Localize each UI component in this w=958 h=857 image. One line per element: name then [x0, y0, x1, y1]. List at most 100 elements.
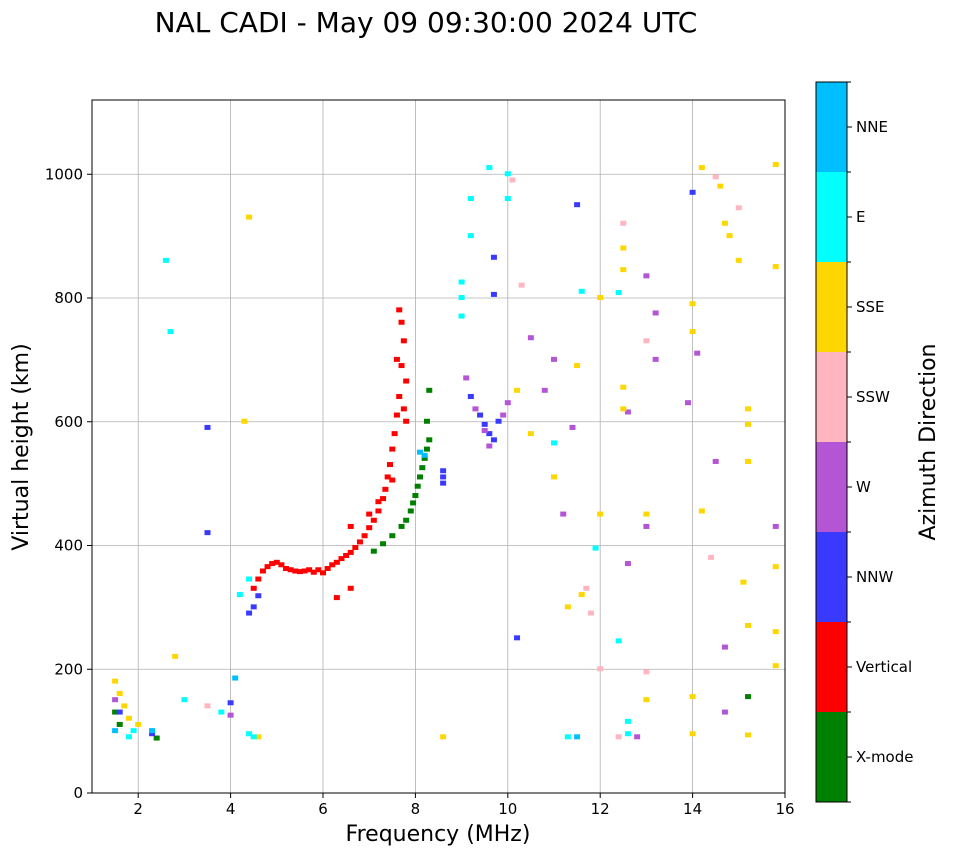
data-point-nne: [421, 452, 428, 458]
data-point-w: [652, 356, 659, 362]
data-point-e: [615, 638, 622, 644]
data-point-e: [458, 313, 465, 319]
data-point-x-mode: [370, 548, 377, 554]
data-point-vertical: [391, 431, 398, 437]
data-point-nnw: [440, 480, 447, 486]
data-point-w: [634, 734, 641, 740]
colorbar-frame: [815, 81, 848, 803]
data-point-vertical: [352, 544, 359, 550]
data-point-e: [125, 734, 132, 740]
data-point-x-mode: [426, 387, 433, 393]
data-point-w: [472, 406, 479, 412]
data-point-vertical: [338, 556, 345, 562]
data-point-x-mode: [412, 493, 419, 498]
colorbar-segment: [816, 172, 847, 262]
grid: [92, 100, 786, 794]
data-marks: [112, 161, 779, 741]
data-point-sse: [112, 678, 119, 684]
data-point-sse: [772, 564, 779, 570]
data-point-sse: [620, 384, 627, 390]
data-point-x-mode: [407, 508, 414, 514]
data-point-e: [504, 196, 511, 201]
data-point-nnw: [514, 635, 521, 641]
plot-frame: [91, 99, 786, 794]
y-tick-label: 400: [54, 537, 83, 555]
data-point-vertical: [386, 462, 393, 468]
data-point-ssw: [615, 734, 622, 740]
data-point-x-mode: [745, 694, 752, 700]
x-tick-label: 6: [318, 800, 328, 818]
data-point-sse: [735, 257, 742, 263]
data-point-sse: [772, 663, 779, 669]
data-point-e: [467, 196, 474, 201]
data-point-vertical: [384, 474, 391, 480]
data-point-nnw: [440, 474, 447, 480]
data-point-sse: [597, 511, 604, 517]
data-point-x-mode: [419, 465, 426, 471]
data-point-w: [500, 412, 507, 418]
data-point-e: [250, 734, 257, 740]
data-point-ssw: [587, 610, 594, 616]
y-tick-label: 800: [54, 289, 83, 307]
data-point-vertical: [400, 406, 407, 412]
data-point-e: [624, 718, 631, 724]
data-point-nnw: [574, 202, 581, 208]
data-point-nne: [149, 728, 156, 734]
data-point-sse: [574, 363, 581, 369]
data-point-sse: [135, 721, 142, 727]
colorbar-label: Azimuth Direction: [916, 343, 941, 540]
data-point-vertical: [301, 568, 308, 574]
data-point-sse: [116, 691, 123, 696]
data-point-sse: [620, 267, 627, 273]
data-point-sse: [698, 508, 705, 514]
data-point-x-mode: [153, 735, 160, 741]
y-tick-label: 600: [54, 413, 83, 431]
data-point-vertical: [389, 477, 396, 483]
colorbar-category-label: SSE: [856, 298, 885, 316]
data-point-vertical: [310, 569, 317, 575]
data-point-vertical: [333, 559, 340, 565]
data-point-x-mode: [403, 517, 410, 523]
data-point-x-mode: [423, 446, 430, 452]
data-point-vertical: [315, 567, 322, 573]
data-point-w: [624, 409, 631, 415]
data-point-sse: [745, 406, 752, 412]
x-tick-label: 12: [591, 800, 610, 818]
data-point-ssw: [643, 669, 650, 675]
data-point-sse: [740, 579, 747, 585]
data-point-e: [615, 290, 622, 296]
data-point-vertical: [347, 585, 354, 591]
data-point-w: [486, 443, 493, 449]
data-point-w: [721, 709, 728, 715]
data-point-ssw: [518, 282, 525, 288]
data-point-sse: [172, 653, 179, 659]
data-point-vertical: [393, 356, 400, 362]
data-point-vertical: [343, 553, 350, 559]
data-point-x-mode: [414, 483, 421, 489]
data-point-vertical: [333, 595, 340, 601]
data-point-e: [130, 728, 137, 734]
y-tick-label: 1000: [45, 165, 83, 183]
x-tick-label: 10: [498, 800, 517, 818]
data-point-vertical: [398, 363, 405, 369]
data-point-nnw: [227, 700, 234, 706]
data-point-w: [712, 458, 719, 464]
data-point-vertical: [269, 561, 276, 567]
data-point-w: [643, 523, 650, 529]
data-point-vertical: [329, 562, 336, 568]
data-point-w: [504, 400, 511, 406]
data-point-w: [569, 424, 576, 430]
data-point-nne: [417, 449, 424, 455]
data-point-nnw: [689, 189, 696, 195]
data-point-vertical: [324, 566, 331, 572]
data-point-nnw: [204, 424, 211, 430]
chart-title: NAL CADI - May 09 09:30:00 2024 UTC: [155, 6, 698, 39]
y-tick-label: 0: [73, 784, 83, 802]
colorbar-segment: [816, 262, 847, 352]
plot-area: 2 4 6 8 10 12 14 16 0 200 400 600 800 1000: [45, 99, 795, 818]
data-point-vertical: [320, 570, 326, 576]
data-point-w: [684, 400, 691, 406]
data-point-e: [458, 279, 465, 285]
data-point-w: [541, 387, 548, 393]
